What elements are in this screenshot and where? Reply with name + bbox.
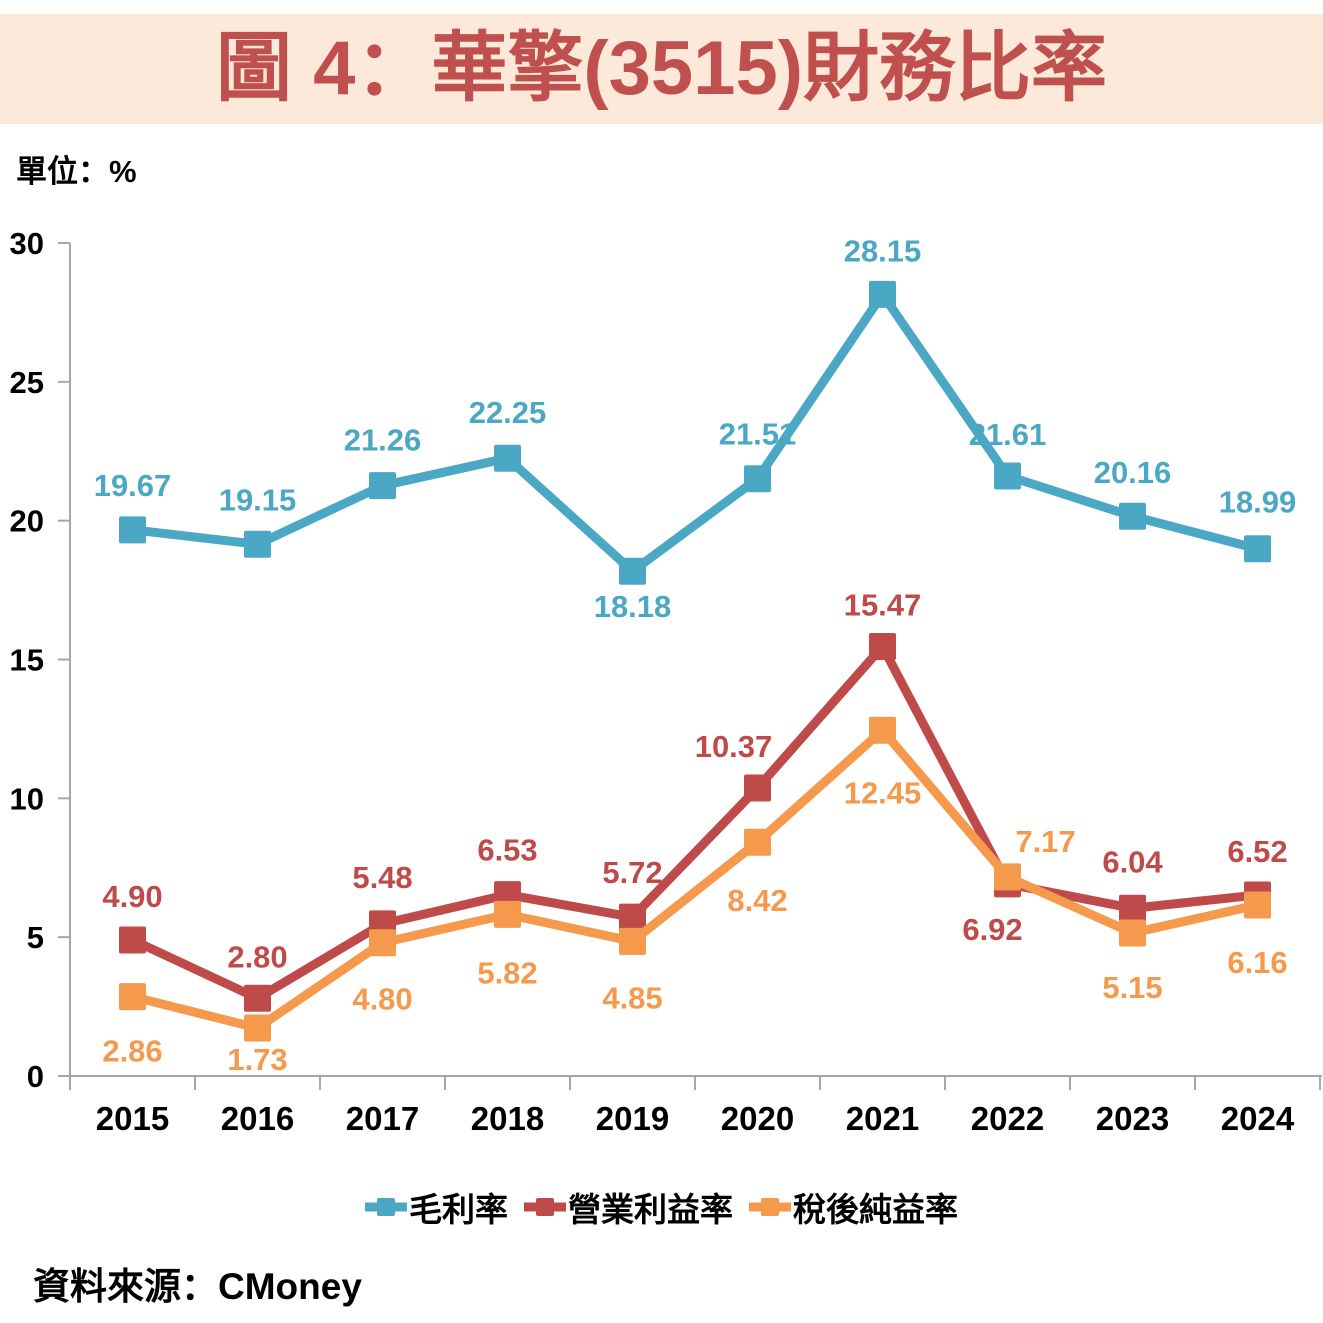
series-marker-gross-margin (744, 465, 771, 493)
legend-item-operating-margin: 營業利益率 (524, 1183, 733, 1231)
title-banner: 圖 4：華擎(3515)財務比率 (0, 14, 1323, 124)
y-tick-label: 15 (10, 643, 44, 678)
data-label-net-margin: 5.82 (477, 955, 537, 990)
series-marker-operating-margin (119, 926, 146, 954)
legend-label-net-margin: 稅後純益率 (793, 1191, 958, 1228)
data-label-net-margin: 6.16 (1227, 945, 1287, 980)
x-tick-label: 2022 (971, 1100, 1044, 1137)
data-label-operating-margin: 15.47 (844, 587, 922, 622)
series-line-gross-margin (131, 289, 1259, 576)
legend-item-net-margin: 稅後純益率 (749, 1183, 958, 1231)
data-label-gross-margin: 22.25 (469, 395, 547, 430)
x-tick-label: 2023 (1096, 1100, 1169, 1137)
data-label-gross-margin: 20.16 (1094, 455, 1172, 490)
legend-key-icon-gross-margin (365, 1198, 407, 1216)
series-marker-gross-margin (1244, 535, 1271, 563)
data-label-gross-margin: 19.15 (219, 482, 297, 517)
y-tick-label: 5 (27, 920, 44, 955)
legend-key-icon-net-margin (749, 1198, 791, 1216)
series-marker-gross-margin (119, 516, 146, 544)
series-marker-net-margin (1119, 919, 1146, 947)
series-marker-net-margin (869, 716, 896, 744)
series-marker-net-margin (119, 983, 146, 1011)
series-marker-net-margin (1244, 891, 1271, 919)
series-marker-net-margin (619, 927, 646, 955)
data-label-net-margin: 4.80 (352, 982, 412, 1017)
data-label-net-margin: 7.17 (1015, 824, 1075, 859)
series-line-net-margin (131, 725, 1259, 1033)
series-marker-net-margin (994, 863, 1021, 891)
page-title: 圖 4：華擎(3515)財務比率 (215, 26, 1108, 111)
data-label-gross-margin: 21.61 (969, 417, 1047, 452)
series-marker-operating-margin (744, 774, 771, 802)
legend-label-operating-margin: 營業利益率 (568, 1191, 733, 1228)
series-marker-operating-margin (1119, 894, 1146, 922)
data-label-operating-margin: 10.37 (695, 729, 773, 764)
series-marker-operating-margin (619, 903, 646, 931)
y-tick-label: 0 (27, 1059, 44, 1094)
data-label-gross-margin: 18.18 (594, 589, 672, 624)
financial-ratio-chart: 0 5 10 15 20 25 30 2015 2016 2017 2018 2019 2020 2021… (10, 226, 1322, 1137)
data-label-gross-margin: 21.26 (344, 423, 422, 458)
y-tick-label: 30 (10, 226, 44, 261)
data-label-net-margin: 5.15 (1102, 970, 1162, 1005)
series-marker-gross-margin (369, 472, 396, 500)
series-marker-net-margin (494, 900, 521, 928)
data-label-gross-margin: 28.15 (844, 233, 922, 268)
series-line-operating-margin (130, 641, 1258, 1003)
data-label-net-margin: 8.42 (727, 883, 787, 918)
data-label-net-margin: 4.85 (602, 980, 662, 1015)
x-tick-label: 2024 (1221, 1100, 1295, 1137)
data-label-net-margin: 1.73 (227, 1042, 287, 1077)
series-marker-gross-margin (244, 530, 271, 558)
data-label-operating-margin: 2.80 (227, 939, 287, 974)
unit-label: 單位：% (16, 154, 137, 189)
series-marker-gross-margin (994, 462, 1021, 490)
series-marker-operating-margin (869, 632, 896, 660)
legend-key-icon-operating-margin (524, 1198, 566, 1216)
x-tick-label: 2019 (596, 1100, 669, 1137)
data-label-gross-margin: 21.51 (719, 417, 797, 452)
data-label-net-margin: 2.86 (102, 1034, 162, 1069)
data-label-operating-margin: 6.53 (477, 833, 537, 868)
series-marker-gross-margin (494, 444, 521, 472)
x-tick-label: 2017 (346, 1100, 419, 1137)
y-tick-label: 20 (10, 504, 44, 539)
x-tick-label: 2016 (221, 1100, 294, 1137)
data-label-operating-margin: 4.90 (102, 879, 162, 914)
series-marker-net-margin (744, 828, 771, 856)
y-tick-label: 25 (10, 365, 44, 400)
series-marker-gross-margin (869, 280, 896, 308)
source-label: 資料來源：CMoney (33, 1266, 362, 1307)
series-marker-operating-margin (244, 984, 271, 1012)
data-label-operating-margin: 6.92 (962, 912, 1022, 947)
series-marker-gross-margin (619, 557, 646, 585)
series-marker-gross-margin (1119, 502, 1146, 530)
y-tick-label: 10 (10, 781, 44, 816)
data-label-gross-margin: 18.99 (1219, 485, 1297, 520)
series-marker-net-margin (244, 1014, 271, 1042)
series-marker-net-margin (369, 929, 396, 957)
x-tick-label: 2021 (846, 1100, 919, 1137)
data-label-operating-margin: 6.04 (1102, 844, 1163, 879)
chart-legend: 毛利率 營業利益率 稅後純益率 (0, 1183, 1323, 1231)
x-tick-label: 2018 (471, 1100, 544, 1137)
legend-label-gross-margin: 毛利率 (409, 1191, 508, 1228)
x-tick-label: 2020 (721, 1100, 794, 1137)
data-label-net-margin: 12.45 (844, 775, 922, 810)
x-tick-label: 2015 (96, 1100, 169, 1137)
data-label-gross-margin: 19.67 (94, 468, 172, 503)
data-label-operating-margin: 5.72 (602, 855, 662, 890)
data-label-operating-margin: 5.48 (352, 860, 412, 895)
legend-item-gross-margin: 毛利率 (365, 1183, 508, 1231)
data-label-operating-margin: 6.52 (1227, 834, 1287, 869)
